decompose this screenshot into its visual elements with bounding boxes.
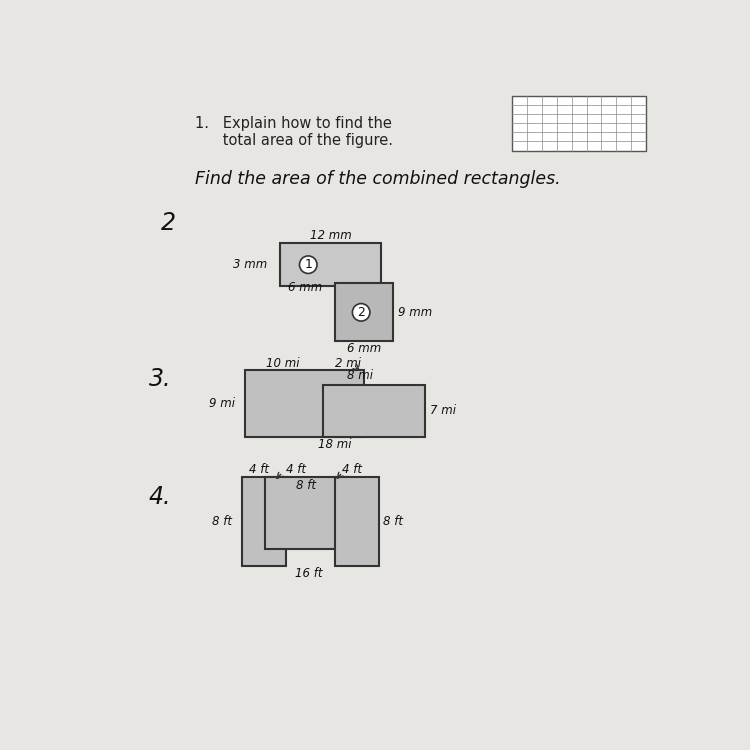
Bar (280, 243, 382, 286)
Bar (242, 477, 286, 566)
Text: 8 ft: 8 ft (296, 478, 316, 491)
Text: 1.   Explain how to find the: 1. Explain how to find the (196, 116, 392, 131)
Text: Find the area of the combined rectangles.: Find the area of the combined rectangles… (196, 170, 561, 188)
Bar (335, 477, 379, 566)
Text: 4 ft: 4 ft (286, 464, 306, 476)
Bar (266, 477, 350, 549)
Text: 8 ft: 8 ft (212, 515, 232, 529)
Text: 7 mi: 7 mi (430, 404, 456, 417)
Text: 9 mi: 9 mi (209, 397, 235, 410)
Bar (335, 284, 393, 341)
Text: 3.: 3. (149, 367, 172, 391)
Bar (323, 385, 425, 436)
Text: 16 ft: 16 ft (295, 567, 322, 580)
Bar (512, 96, 646, 151)
Text: 2: 2 (357, 306, 365, 319)
Text: 3 mm: 3 mm (232, 258, 267, 271)
Text: 10 mi: 10 mi (266, 357, 299, 370)
Text: 4 ft: 4 ft (343, 464, 362, 476)
Text: 1: 1 (304, 258, 312, 272)
Text: 4.: 4. (149, 485, 172, 509)
Text: 2: 2 (160, 211, 176, 236)
Text: total area of the figure.: total area of the figure. (196, 134, 394, 148)
Text: 9 mm: 9 mm (398, 307, 432, 320)
Bar (244, 370, 364, 436)
Text: 18 mi: 18 mi (318, 437, 352, 451)
Text: 8 ft: 8 ft (383, 515, 404, 529)
Text: 6 mm: 6 mm (347, 342, 381, 355)
Text: 8 mi: 8 mi (347, 369, 373, 382)
Text: 2 mi: 2 mi (335, 357, 362, 370)
Text: 4 ft: 4 ft (250, 464, 269, 476)
Text: 6 mm: 6 mm (288, 281, 322, 294)
Text: 12 mm: 12 mm (310, 229, 352, 242)
